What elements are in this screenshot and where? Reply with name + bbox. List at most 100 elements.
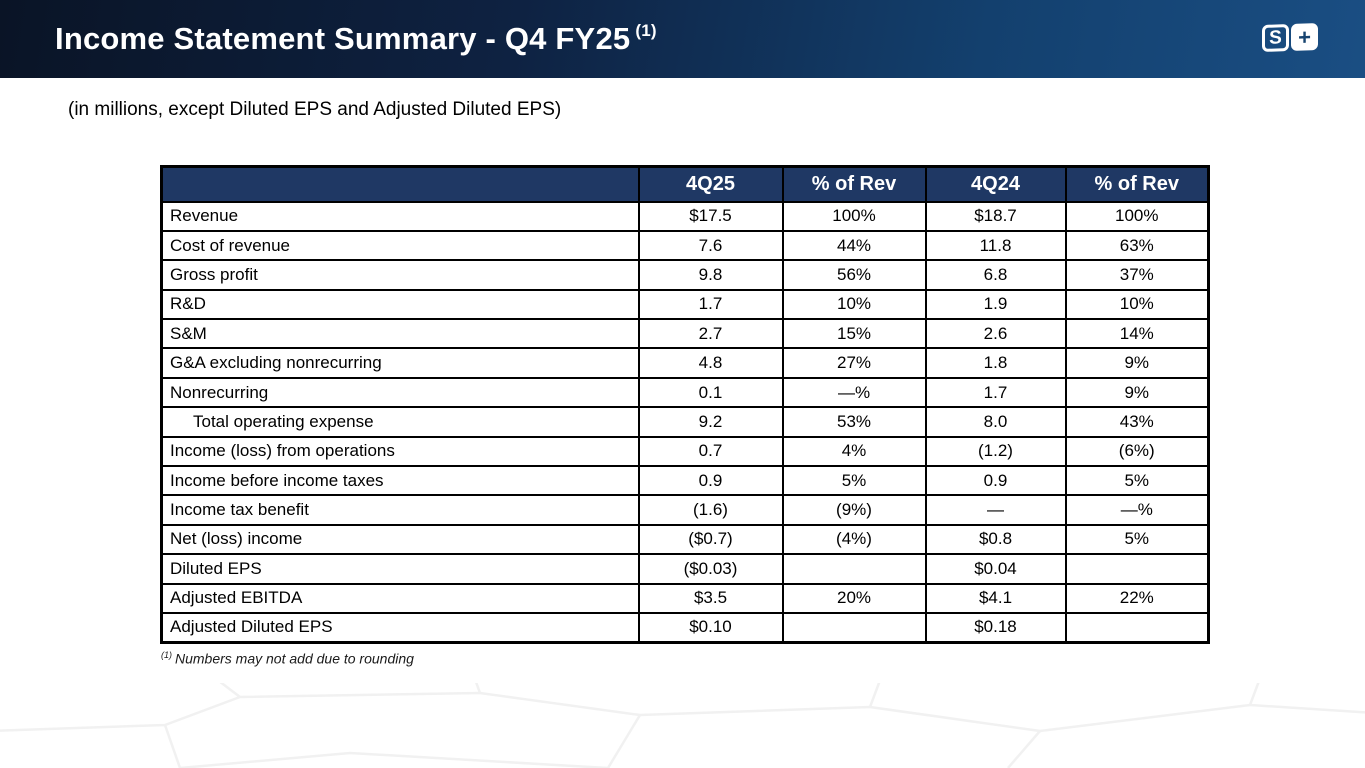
table-row: Adjusted Diluted EPS $0.10 $0.18 <box>160 611 1210 644</box>
table-row: G&A excluding nonrecurring 4.8 27% 1.8 9% <box>160 347 1210 379</box>
table-row: Gross profit 9.8 56% 6.8 37% <box>160 259 1210 291</box>
row-value: 7.6 <box>637 229 784 262</box>
table-row: Cost of revenue 7.6 44% 11.8 63% <box>160 229 1210 262</box>
row-label: G&A excluding nonrecurring <box>160 347 640 379</box>
row-label: R&D <box>160 288 640 321</box>
row-label: Adjusted EBITDA <box>160 582 640 614</box>
row-value: 44% <box>781 229 927 262</box>
row-label: Diluted EPS <box>160 553 640 585</box>
row-value: 4% <box>781 435 927 468</box>
row-value: 0.9 <box>924 465 1067 497</box>
row-value: 1.7 <box>924 376 1067 409</box>
column-header-pct-rev-2: % of Rev <box>1064 165 1210 203</box>
row-value: 5% <box>1064 465 1210 497</box>
row-value: $0.18 <box>924 611 1067 644</box>
row-value: 10% <box>781 288 927 321</box>
row-value: $4.1 <box>924 582 1067 614</box>
table-row: Income before income taxes 0.9 5% 0.9 5% <box>160 465 1210 497</box>
row-value: 53% <box>781 406 927 438</box>
row-value: ($0.03) <box>637 553 784 585</box>
page-title-text: Income Statement Summary - Q4 FY25 <box>55 21 631 56</box>
table-row: Diluted EPS ($0.03) $0.04 <box>160 553 1210 585</box>
row-value: 100% <box>781 200 927 232</box>
row-value: (1.6) <box>637 494 784 526</box>
row-value <box>781 611 927 644</box>
row-label: Adjusted Diluted EPS <box>160 611 640 644</box>
row-value: —% <box>1064 494 1210 526</box>
row-value: 43% <box>1064 406 1210 438</box>
row-value: 0.1 <box>637 376 784 409</box>
table-row: Income tax benefit (1.6) (9%) — —% <box>160 494 1210 526</box>
table-row: Nonrecurring 0.1 —% 1.7 9% <box>160 376 1210 409</box>
units-subtitle: (in millions, except Diluted EPS and Adj… <box>68 99 562 120</box>
row-value: (6%) <box>1064 435 1210 468</box>
row-value: 63% <box>1064 229 1210 262</box>
row-value: $0.10 <box>637 611 784 644</box>
row-value: 1.9 <box>924 288 1067 321</box>
row-value: 14% <box>1064 318 1210 350</box>
row-value: 100% <box>1064 200 1210 232</box>
row-value <box>781 553 927 585</box>
row-value: 9.2 <box>637 406 784 438</box>
row-value: 27% <box>781 347 927 379</box>
row-label: Income before income taxes <box>160 465 640 497</box>
company-logo-icon: S + <box>1262 23 1318 52</box>
table-header-row: 4Q25 % of Rev 4Q24 % of Rev <box>160 165 1210 203</box>
row-value: (4%) <box>781 523 927 556</box>
row-label: Net (loss) income <box>160 523 640 556</box>
row-value: (9%) <box>781 494 927 526</box>
row-value: 1.7 <box>637 288 784 321</box>
table-row: Net (loss) income ($0.7) (4%) $0.8 5% <box>160 523 1210 556</box>
row-value: $17.5 <box>637 200 784 232</box>
table-row: Adjusted EBITDA $3.5 20% $4.1 22% <box>160 582 1210 614</box>
table-row: R&D 1.7 10% 1.9 10% <box>160 288 1210 321</box>
column-header-blank <box>160 165 640 203</box>
row-label: Revenue <box>160 200 640 232</box>
footnote: (1) Numbers may not add due to rounding <box>161 650 414 667</box>
logo-s-icon: S <box>1262 24 1289 52</box>
row-value: 37% <box>1064 259 1210 291</box>
row-label: Income tax benefit <box>160 494 640 526</box>
table-row: S&M 2.7 15% 2.6 14% <box>160 318 1210 350</box>
page-title: Income Statement Summary - Q4 FY25 (1) <box>0 21 657 57</box>
title-banner: Income Statement Summary - Q4 FY25 (1) S … <box>0 0 1365 78</box>
row-value: (1.2) <box>924 435 1067 468</box>
row-label: Nonrecurring <box>160 376 640 409</box>
row-value: 8.0 <box>924 406 1067 438</box>
row-label: Gross profit <box>160 259 640 291</box>
income-statement-table: 4Q25 % of Rev 4Q24 % of Rev Revenue $17.5… <box>160 165 1210 644</box>
table-header: 4Q25 % of Rev 4Q24 % of Rev <box>160 165 1210 203</box>
row-value: 10% <box>1064 288 1210 321</box>
hex-web-background-pattern <box>0 683 1365 768</box>
row-label: Total operating expense <box>160 406 640 438</box>
row-value: 15% <box>781 318 927 350</box>
row-label: Cost of revenue <box>160 229 640 262</box>
row-value: 9.8 <box>637 259 784 291</box>
row-label: Income (loss) from operations <box>160 435 640 468</box>
row-value: $0.04 <box>924 553 1067 585</box>
row-value: 11.8 <box>924 229 1067 262</box>
row-label: S&M <box>160 318 640 350</box>
row-value: 9% <box>1064 347 1210 379</box>
column-header-4q24: 4Q24 <box>924 165 1067 203</box>
row-value: 2.6 <box>924 318 1067 350</box>
table-row: Income (loss) from operations 0.7 4% (1.2)(… <box>160 435 1210 468</box>
row-value: 1.8 <box>924 347 1067 379</box>
row-value <box>1064 611 1210 644</box>
logo-plus-icon: + <box>1291 23 1318 51</box>
row-value: — <box>924 494 1067 526</box>
column-header-pct-rev-1: % of Rev <box>781 165 927 203</box>
row-value: 5% <box>1064 523 1210 556</box>
row-value: 20% <box>781 582 927 614</box>
row-value: 2.7 <box>637 318 784 350</box>
row-value <box>1064 553 1210 585</box>
row-value: —% <box>781 376 927 409</box>
row-value: 22% <box>1064 582 1210 614</box>
column-header-4q25: 4Q25 <box>637 165 784 203</box>
row-value: $3.5 <box>637 582 784 614</box>
table-row: Revenue $17.5 100% $18.7 100% <box>160 200 1210 232</box>
row-value: ($0.7) <box>637 523 784 556</box>
row-value: 5% <box>781 465 927 497</box>
table-row: Total operating expense 9.2 53% 8.0 43% <box>160 406 1210 438</box>
